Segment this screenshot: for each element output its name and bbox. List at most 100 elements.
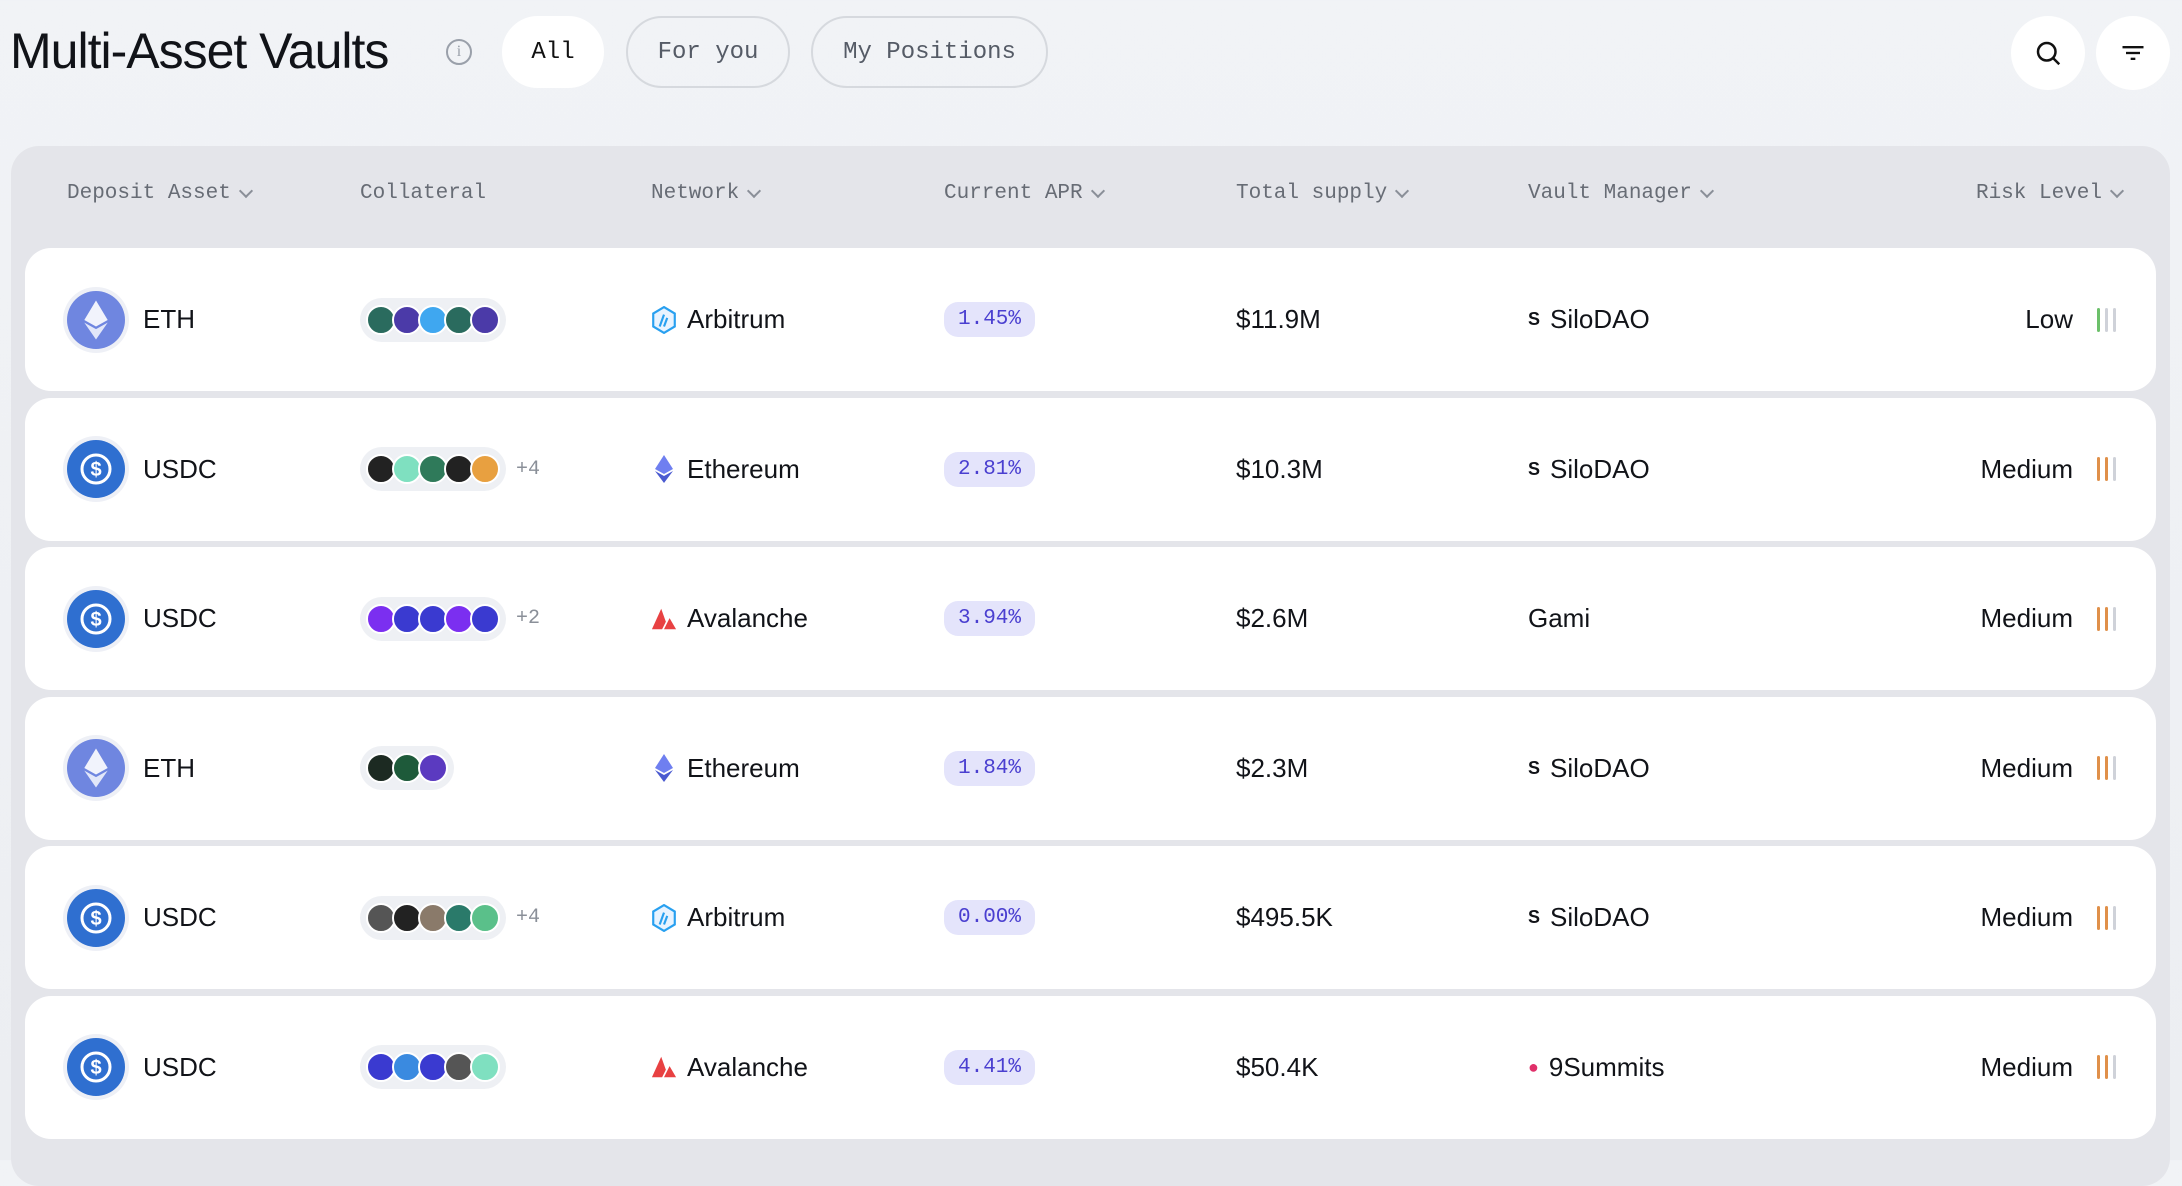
risk-bar [2097, 307, 2100, 332]
total-supply: $495.5K [1236, 902, 1333, 932]
network-name: Avalanche [687, 1051, 808, 1082]
table-row[interactable]: $ USDC +4 Ethereum 2.81% $10.3M S SiloDA… [25, 397, 2156, 541]
svg-text:$: $ [90, 459, 101, 481]
risk-level: Medium [1981, 846, 2116, 989]
search-icon [2036, 41, 2061, 66]
column-header-deposit-asset[interactable]: Deposit Asset [67, 182, 253, 205]
collateral-token-icon [366, 902, 396, 933]
deposit-asset: ETH [67, 697, 195, 840]
risk-label: Low [2025, 304, 2073, 334]
collateral[interactable]: +4 [360, 398, 540, 541]
column-header-label: Vault Manager [1528, 182, 1692, 205]
collateral-icons [360, 1045, 506, 1089]
eth-icon [67, 290, 125, 349]
risk-bar [2097, 905, 2100, 930]
total-supply: $50.4K [1236, 1051, 1319, 1082]
deposit-asset: $ USDC [67, 996, 217, 1139]
collateral[interactable] [360, 697, 454, 840]
deposit-asset: ETH [67, 248, 195, 391]
risk-bar [2105, 1055, 2108, 1079]
column-header-current-apr[interactable]: Current APR [944, 182, 1105, 205]
table-row[interactable]: $ USDC +2 Avalanche 3.94% $2.6M Gami Med… [25, 547, 2156, 690]
column-header-network[interactable]: Network [651, 182, 762, 205]
silo-icon: S [1528, 309, 1541, 329]
svg-text:$: $ [90, 609, 101, 631]
filter-button[interactable] [2096, 16, 2170, 90]
9summits-icon: ● [1528, 1056, 1539, 1077]
column-header-label: Collateral [360, 182, 487, 205]
risk-bar [2105, 606, 2108, 631]
column-header-label: Network [651, 182, 740, 205]
risk-bars [2097, 905, 2116, 930]
search-button[interactable] [2011, 16, 2085, 90]
usdc-icon: $ [67, 440, 125, 498]
risk-bar [2105, 457, 2108, 481]
collateral[interactable]: +4 [360, 846, 540, 989]
column-header-label: Deposit Asset [67, 182, 231, 205]
current-apr: 1.84% [944, 697, 1036, 840]
manager-name: SiloDAO [1550, 453, 1650, 484]
asset-symbol: ETH [143, 752, 195, 783]
network: Avalanche [651, 547, 808, 690]
collateral-token-icon [470, 454, 500, 484]
column-header-total-supply[interactable]: Total supply [1236, 182, 1410, 205]
collateral-token-icon [392, 1052, 422, 1082]
total-supply: $10.3M [1236, 453, 1323, 484]
chevron-down-icon [747, 183, 762, 198]
apr-badge: 0.00% [944, 900, 1036, 935]
collateral-token-icon [366, 304, 396, 335]
network: Ethereum [651, 398, 800, 541]
collateral[interactable]: +2 [360, 547, 540, 690]
vault-manager: S SiloDAO [1528, 846, 1650, 989]
risk-level: Medium [1981, 398, 2116, 541]
usdc-icon: $ [67, 589, 125, 648]
collateral[interactable] [360, 996, 506, 1139]
info-icon[interactable]: i [446, 39, 472, 65]
collateral-more-count: +4 [516, 906, 541, 929]
risk-bar [2113, 756, 2116, 780]
column-header-risk-level[interactable]: Risk Level [1976, 182, 2125, 205]
usdc-icon: $ [67, 888, 125, 947]
svg-text:$: $ [90, 1057, 101, 1079]
manager-name: Gami [1528, 603, 1591, 633]
table-row[interactable]: $ USDC +4 Arbitrum 0.00% $495.5K S SiloD… [25, 846, 2156, 989]
tab-all[interactable]: All [502, 16, 604, 88]
collateral[interactable] [360, 248, 506, 391]
risk-bars [2097, 756, 2116, 780]
current-apr: 4.41% [944, 996, 1036, 1139]
current-apr: 0.00% [944, 846, 1036, 989]
table-row[interactable]: ETH Ethereum 1.84% $2.3M S SiloDAO Mediu… [25, 696, 2156, 840]
table-row[interactable]: $ USDC Avalanche 4.41% $50.4K ● 9Summits… [25, 995, 2156, 1139]
risk-bars [2097, 1055, 2116, 1079]
asset-symbol: USDC [143, 603, 217, 633]
vault-manager: S SiloDAO [1528, 248, 1650, 391]
collateral-icons [360, 895, 506, 940]
chevron-down-icon [1395, 183, 1410, 198]
ethereum-icon [651, 754, 677, 782]
manager-name: SiloDAO [1550, 752, 1650, 783]
asset-symbol: USDC [143, 902, 217, 932]
apr-badge: 4.41% [944, 1049, 1036, 1085]
risk-bar [2113, 1055, 2116, 1079]
vault-manager: S SiloDAO [1528, 398, 1650, 541]
network: Ethereum [651, 697, 800, 840]
column-header-vault-manager[interactable]: Vault Manager [1528, 182, 1714, 205]
collateral-token-icon [366, 454, 396, 484]
vault-manager: Gami [1528, 547, 1590, 690]
collateral-token-icon [418, 753, 448, 783]
risk-level: Low [2025, 248, 2116, 391]
network-name: Arbitrum [687, 304, 786, 334]
risk-bars [2097, 606, 2116, 631]
network: Arbitrum [651, 248, 785, 391]
eth-icon [67, 739, 125, 797]
risk-label: Medium [1980, 453, 2073, 484]
network: Arbitrum [651, 846, 785, 989]
total-supply: $11.9M [1236, 304, 1321, 334]
page-title: Multi-Asset Vaults [10, 23, 389, 79]
risk-bar [2113, 606, 2116, 631]
tab-for-you[interactable]: For you [626, 16, 790, 88]
total-supply: $2.3M [1236, 752, 1309, 783]
vault-manager: ● 9Summits [1528, 996, 1664, 1139]
table-row[interactable]: ETH Arbitrum 1.45% $11.9M S SiloDAO Low [25, 248, 2156, 391]
tab-my-positions[interactable]: My Positions [811, 16, 1048, 88]
